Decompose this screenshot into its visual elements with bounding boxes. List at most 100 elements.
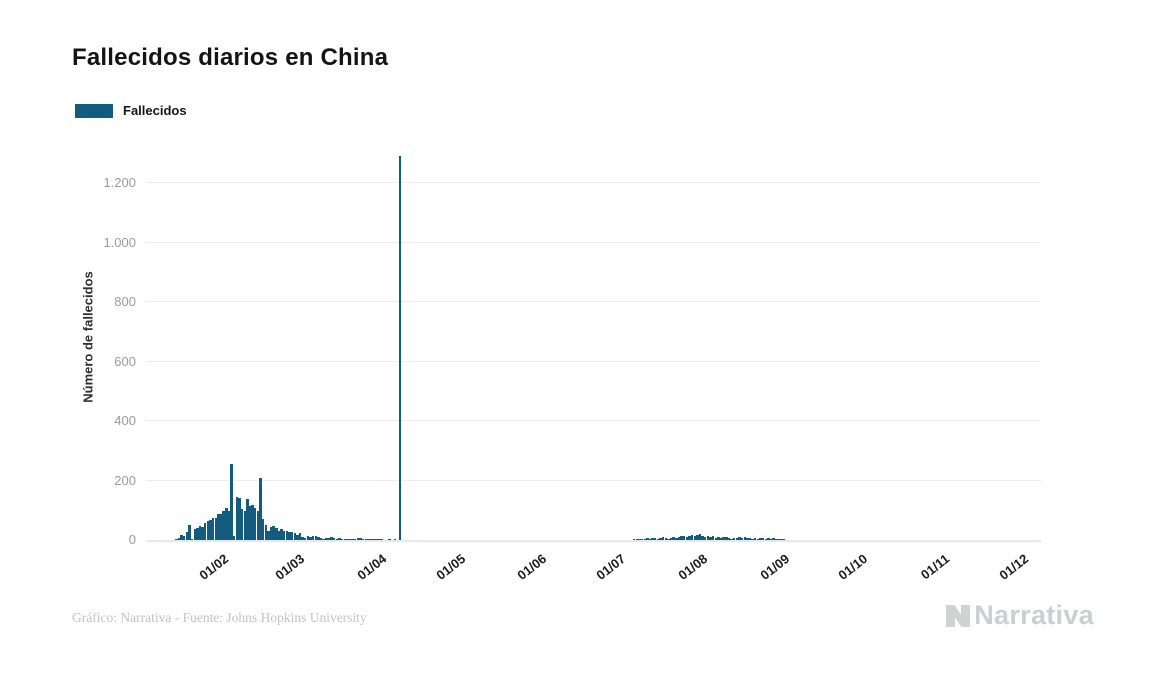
bar[interactable] xyxy=(735,538,739,540)
bar[interactable] xyxy=(230,464,233,540)
bar[interactable] xyxy=(698,534,702,540)
bar[interactable] xyxy=(275,527,278,540)
bar[interactable] xyxy=(261,518,265,540)
bar[interactable] xyxy=(654,538,657,540)
bar[interactable] xyxy=(672,537,675,540)
bar[interactable] xyxy=(301,536,304,540)
bar[interactable] xyxy=(725,536,728,540)
bar[interactable] xyxy=(188,525,191,540)
bar[interactable] xyxy=(227,511,231,540)
bar[interactable] xyxy=(388,539,391,540)
bar[interactable] xyxy=(283,530,286,540)
bar[interactable] xyxy=(669,537,673,540)
bar[interactable] xyxy=(638,539,641,540)
bar[interactable] xyxy=(267,531,270,540)
bar[interactable] xyxy=(206,520,210,540)
bar[interactable] xyxy=(309,537,312,540)
bar[interactable] xyxy=(364,539,367,540)
bar[interactable] xyxy=(640,539,644,540)
bar[interactable] xyxy=(211,518,215,540)
bar[interactable] xyxy=(254,507,257,540)
bar[interactable] xyxy=(706,536,710,540)
bar[interactable] xyxy=(719,538,723,540)
bar[interactable] xyxy=(375,539,378,540)
bar[interactable] xyxy=(185,532,189,540)
bar[interactable] xyxy=(764,538,767,540)
bar[interactable] xyxy=(314,536,317,540)
bar[interactable] xyxy=(343,539,346,540)
bar[interactable] xyxy=(256,511,260,540)
bar[interactable] xyxy=(680,536,683,540)
bar[interactable] xyxy=(219,513,223,540)
bar[interactable] xyxy=(338,538,341,540)
bar[interactable] xyxy=(351,539,354,540)
bar[interactable] xyxy=(683,535,686,540)
bar[interactable] xyxy=(306,536,310,540)
bar[interactable] xyxy=(714,537,717,540)
bar[interactable] xyxy=(290,531,294,540)
bar[interactable] xyxy=(235,497,239,540)
bar[interactable] xyxy=(398,156,402,540)
bar[interactable] xyxy=(722,537,725,540)
bar[interactable] xyxy=(685,536,689,540)
bar[interactable] xyxy=(193,528,196,540)
bar[interactable] xyxy=(217,514,220,540)
bar[interactable] xyxy=(346,538,349,540)
bar[interactable] xyxy=(311,535,315,540)
bar[interactable] xyxy=(661,537,665,540)
bar[interactable] xyxy=(733,537,736,540)
bar[interactable] xyxy=(198,526,202,540)
bar[interactable] xyxy=(769,538,773,540)
bar[interactable] xyxy=(393,539,396,540)
bar[interactable] xyxy=(246,498,249,540)
bar[interactable] xyxy=(251,504,254,540)
bar[interactable] xyxy=(767,537,770,540)
bar[interactable] xyxy=(201,526,204,540)
bar[interactable] xyxy=(740,537,744,540)
bar[interactable] xyxy=(690,534,694,540)
bar[interactable] xyxy=(340,538,344,540)
bar[interactable] xyxy=(704,536,707,540)
bar[interactable] xyxy=(756,538,760,540)
bar[interactable] xyxy=(746,537,749,540)
bar[interactable] xyxy=(233,536,236,540)
bar[interactable] xyxy=(177,537,181,540)
bar[interactable] xyxy=(204,522,207,540)
bar[interactable] xyxy=(717,537,720,540)
bar[interactable] xyxy=(269,526,273,540)
bar[interactable] xyxy=(667,538,670,540)
bar[interactable] xyxy=(288,531,291,540)
bar[interactable] xyxy=(772,538,775,540)
bar[interactable] xyxy=(327,538,331,540)
bar[interactable] xyxy=(304,537,307,540)
bar[interactable] xyxy=(209,520,212,540)
bar[interactable] xyxy=(280,528,283,540)
bar[interactable] xyxy=(325,537,328,540)
bar[interactable] xyxy=(175,539,178,540)
bar[interactable] xyxy=(214,518,217,540)
bar[interactable] xyxy=(711,536,715,540)
bar[interactable] xyxy=(743,537,746,540)
bar[interactable] xyxy=(659,537,662,540)
bar[interactable] xyxy=(248,505,252,540)
bar[interactable] xyxy=(380,539,383,540)
bar[interactable] xyxy=(356,537,360,540)
bar[interactable] xyxy=(372,539,375,540)
bar[interactable] xyxy=(777,538,781,540)
bar[interactable] xyxy=(761,537,765,540)
bar[interactable] xyxy=(277,530,281,540)
bar[interactable] xyxy=(298,533,302,540)
bar[interactable] xyxy=(319,537,323,540)
bar[interactable] xyxy=(709,537,712,540)
bar[interactable] xyxy=(243,510,246,540)
bar[interactable] xyxy=(688,535,691,540)
bar[interactable] xyxy=(354,539,357,540)
bar[interactable] xyxy=(696,535,699,540)
bar[interactable] xyxy=(367,539,370,540)
bar[interactable] xyxy=(330,537,333,540)
bar[interactable] xyxy=(359,538,362,540)
bar[interactable] xyxy=(335,538,339,540)
bar[interactable] xyxy=(369,539,373,540)
bar[interactable] xyxy=(190,539,194,540)
bar[interactable] xyxy=(240,508,244,540)
